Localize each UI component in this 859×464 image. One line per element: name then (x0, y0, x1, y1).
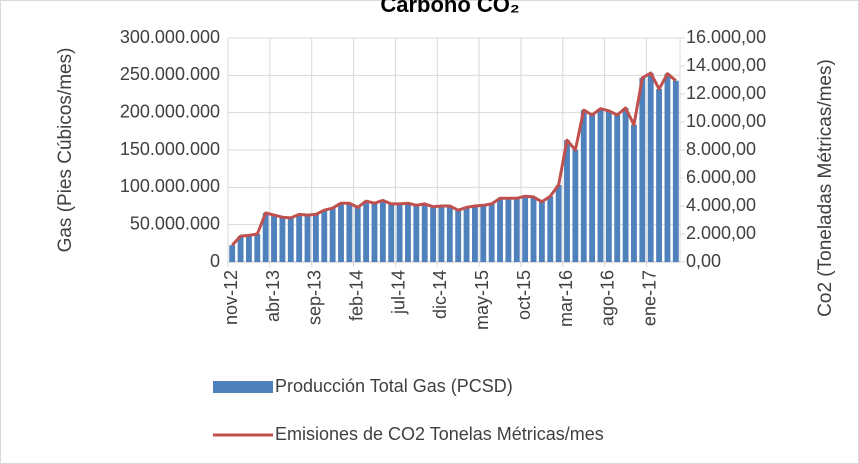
legend-label: Producción Total Gas (PCSD) (275, 376, 513, 396)
line (231, 71, 677, 247)
bar (505, 198, 512, 262)
y2-tick-label: 8.000,00 (686, 139, 756, 159)
y-tick-label: 250.000.000 (120, 64, 220, 84)
bar (371, 203, 378, 262)
x-tick-label: dic-14 (430, 270, 450, 319)
bar (547, 196, 554, 262)
y2-tick-label: 12.000,00 (686, 83, 766, 103)
y2-tick-label: 0,00 (686, 251, 721, 271)
x-tick-label: mar-16 (556, 270, 576, 327)
bar (497, 198, 503, 262)
y2-tick-label: 14.000,00 (686, 55, 766, 75)
bar (555, 185, 562, 262)
y2-tick-label: 16.000,00 (686, 27, 766, 47)
bar (413, 205, 420, 262)
y-tick-label: 50.000.000 (130, 213, 220, 233)
bar (522, 196, 529, 262)
bar (354, 207, 361, 262)
y2-axis-title: Co2 (Toneladas Métricas/mes) (815, 59, 836, 317)
bar (304, 215, 311, 262)
y-tick-label: 150.000.000 (120, 139, 220, 159)
x-tick-label: abr-13 (263, 270, 283, 322)
bar (597, 108, 604, 262)
bar (421, 203, 428, 262)
bar (338, 203, 344, 262)
legend-label: Emisiones de CO2 Tonelas Métricas/mes (275, 424, 604, 444)
bar (631, 124, 637, 262)
legend-swatch (213, 381, 273, 393)
bar (363, 201, 370, 262)
bar (346, 203, 353, 262)
bar (279, 217, 286, 262)
x-tick-label: sep-13 (305, 270, 325, 325)
y2-tick-label: 4.000,00 (686, 195, 756, 215)
x-tick-label: feb-14 (346, 270, 366, 321)
bar (488, 203, 495, 262)
bar (446, 206, 453, 262)
bar (622, 107, 629, 262)
bar (605, 110, 612, 262)
bar (405, 203, 411, 262)
bar (580, 110, 587, 263)
x-tick-label: ago-16 (598, 270, 618, 326)
bar (254, 234, 261, 262)
bar (262, 213, 269, 262)
bar (672, 80, 679, 262)
y-tick-label: 300.000.000 (120, 27, 220, 47)
bar (229, 245, 236, 262)
bar (396, 203, 403, 262)
y-axis-title: Gas (Pies Cúbicos/mes) (55, 48, 76, 253)
x-tick-label: oct-15 (514, 270, 534, 320)
bar (480, 205, 487, 262)
y2-tick-label: 2.000,00 (686, 223, 756, 243)
bar (237, 236, 244, 262)
bar (245, 235, 252, 262)
bar (538, 201, 545, 262)
bar (564, 140, 570, 262)
bar (321, 210, 328, 262)
y-tick-label: 100.000.000 (120, 176, 220, 196)
bar (296, 214, 303, 262)
bar (430, 206, 437, 262)
bar (271, 215, 277, 262)
bar (388, 203, 395, 262)
x-tick-label: ene-17 (639, 270, 659, 326)
bar (471, 206, 478, 262)
bar (639, 77, 646, 262)
bar (312, 214, 319, 262)
y2-tick-label: 6.000,00 (686, 167, 756, 187)
y2-tick-label: 10.000,00 (686, 111, 766, 131)
bar (656, 89, 663, 263)
bar (614, 114, 621, 263)
bar (572, 150, 579, 262)
y-tick-label: 200.000.000 (120, 101, 220, 121)
bar (379, 200, 386, 262)
chart-title: Carbono CO₂ (380, 0, 519, 17)
bar (664, 73, 671, 262)
x-tick-label: may-15 (472, 270, 492, 330)
bar (455, 210, 462, 262)
bar (530, 196, 537, 262)
x-tick-label: nov-12 (221, 270, 241, 325)
y-tick-label: 0 (210, 251, 220, 271)
bar (463, 207, 470, 262)
x-tick-label: jul-14 (388, 270, 408, 315)
bar (287, 217, 294, 262)
bar (647, 73, 654, 262)
bar (589, 114, 596, 263)
bar (329, 208, 336, 262)
bar (438, 206, 445, 262)
bar (513, 198, 520, 262)
